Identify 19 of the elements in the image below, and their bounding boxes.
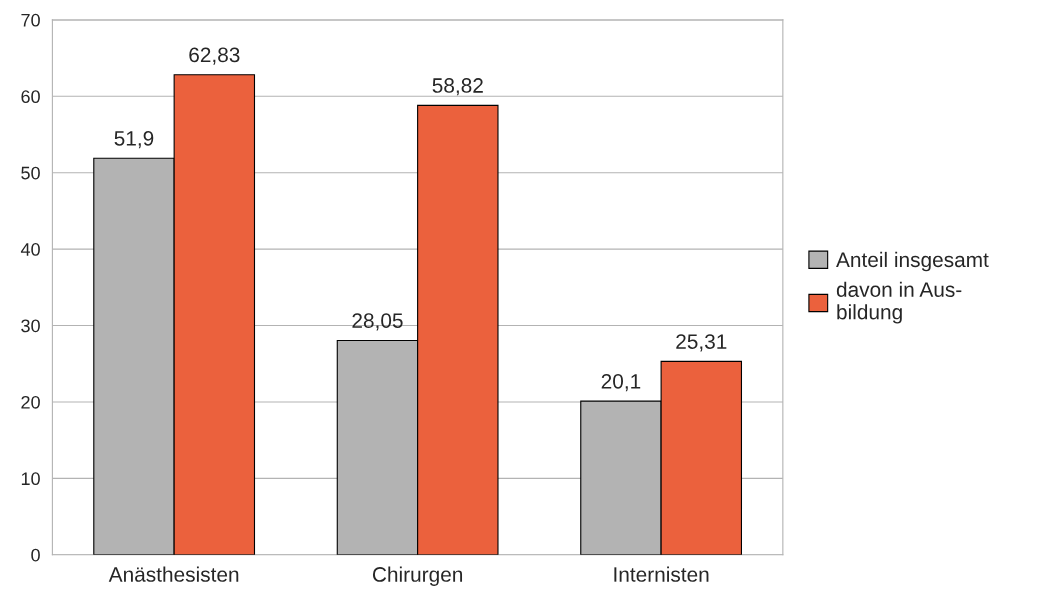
y-tick-label: 70	[21, 13, 40, 27]
y-tick-label: 40	[20, 243, 40, 256]
data-label: 28,05	[352, 313, 403, 331]
x-tick-label: Anästhesisten	[108, 566, 239, 582]
y-tick-label: 10	[21, 472, 40, 486]
y-tick-label: 50	[21, 166, 40, 180]
data-label: 51,9	[114, 130, 154, 149]
y-tick-label: 20	[21, 395, 40, 409]
legend-label: Anteil insgesamt	[836, 251, 989, 272]
legend-label: davon in Aus- bildung	[836, 281, 962, 324]
data-label: 20,1	[601, 373, 641, 392]
x-tick-label: Chirurgen	[372, 566, 463, 586]
data-label: 25,31	[676, 334, 727, 352]
data-label: 58,82	[432, 78, 483, 96]
y-tick-label: 60	[21, 90, 40, 104]
data-label: 62,83	[189, 47, 240, 65]
y-tick-label: 0	[31, 548, 40, 562]
y-tick-label: 30	[21, 319, 40, 333]
x-tick-label: Internisten	[614, 566, 709, 582]
